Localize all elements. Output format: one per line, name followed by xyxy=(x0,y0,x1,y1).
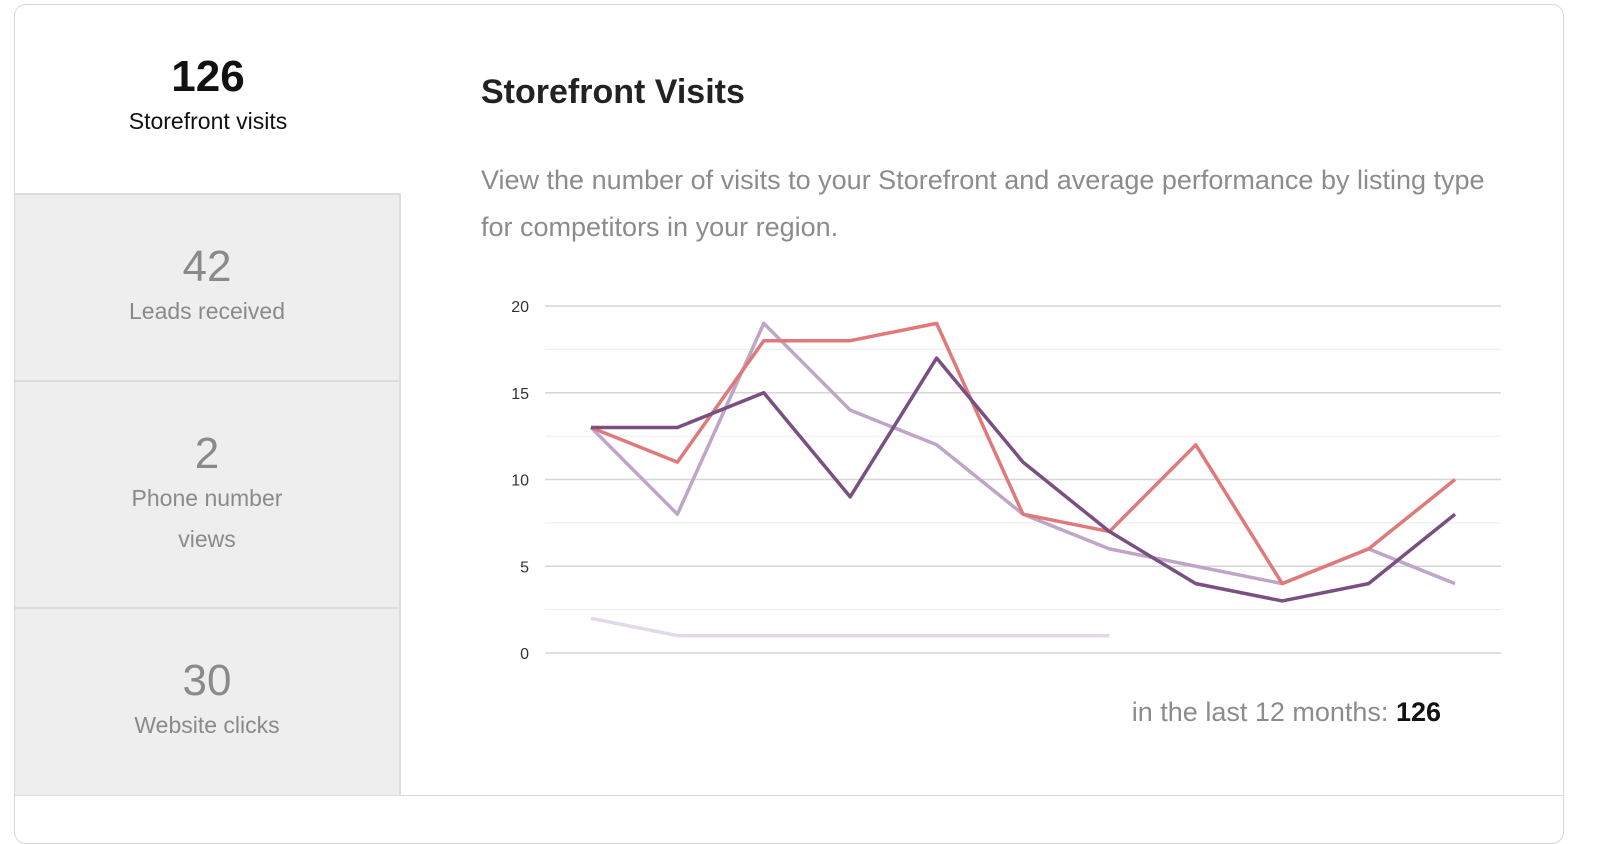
stat-value: 2 xyxy=(194,429,220,478)
storefront-stats-card: 126 Storefront visits 42 Leads received … xyxy=(14,4,1564,844)
y-tick-label: 15 xyxy=(511,386,529,403)
y-tick-label: 10 xyxy=(511,473,529,490)
stat-value: 30 xyxy=(182,656,232,705)
series-line-3 xyxy=(591,356,1457,603)
chart-svg: 0 5 10 15 20 xyxy=(511,299,1501,663)
stat-label: Leads received xyxy=(129,298,285,324)
y-tick-label: 0 xyxy=(520,646,529,663)
main-panel: Storefront Visits View the number of vis… xyxy=(481,5,1541,795)
stat-value: 126 xyxy=(171,52,245,101)
y-tick-label: 20 xyxy=(511,299,529,316)
series-line-1 xyxy=(590,321,1457,586)
stat-tab-phone-number-views[interactable]: 2 Phone number views xyxy=(15,380,401,607)
bottom-divider xyxy=(15,795,1563,796)
stat-tab-leads-received[interactable]: 42 Leads received xyxy=(15,193,401,380)
stat-label: Storefront visits xyxy=(128,108,288,134)
stats-sidebar: 126 Storefront visits 42 Leads received … xyxy=(15,5,403,795)
summary-value: 126 xyxy=(1395,697,1441,727)
stat-tab-storefront-visits[interactable]: 126 Storefront visits xyxy=(15,5,401,193)
y-tick-label: 5 xyxy=(520,559,529,576)
stat-tab-website-clicks[interactable]: 30 Website clicks xyxy=(15,607,401,795)
page-title: Storefront Visits xyxy=(481,73,745,111)
stat-value: 42 xyxy=(182,242,232,291)
stat-label: Phone number views xyxy=(131,485,283,552)
visits-line-chart: 0 5 10 15 20 xyxy=(481,285,1541,675)
summary-total: in the last 12 months: 126 xyxy=(1132,697,1441,728)
page-description: View the number of visits to your Storef… xyxy=(481,165,1485,242)
series-line-2 xyxy=(589,321,1456,586)
summary-label: in the last 12 months: xyxy=(1131,697,1389,727)
series-line-4 xyxy=(590,616,1110,638)
stat-label: Website clicks xyxy=(134,712,280,738)
